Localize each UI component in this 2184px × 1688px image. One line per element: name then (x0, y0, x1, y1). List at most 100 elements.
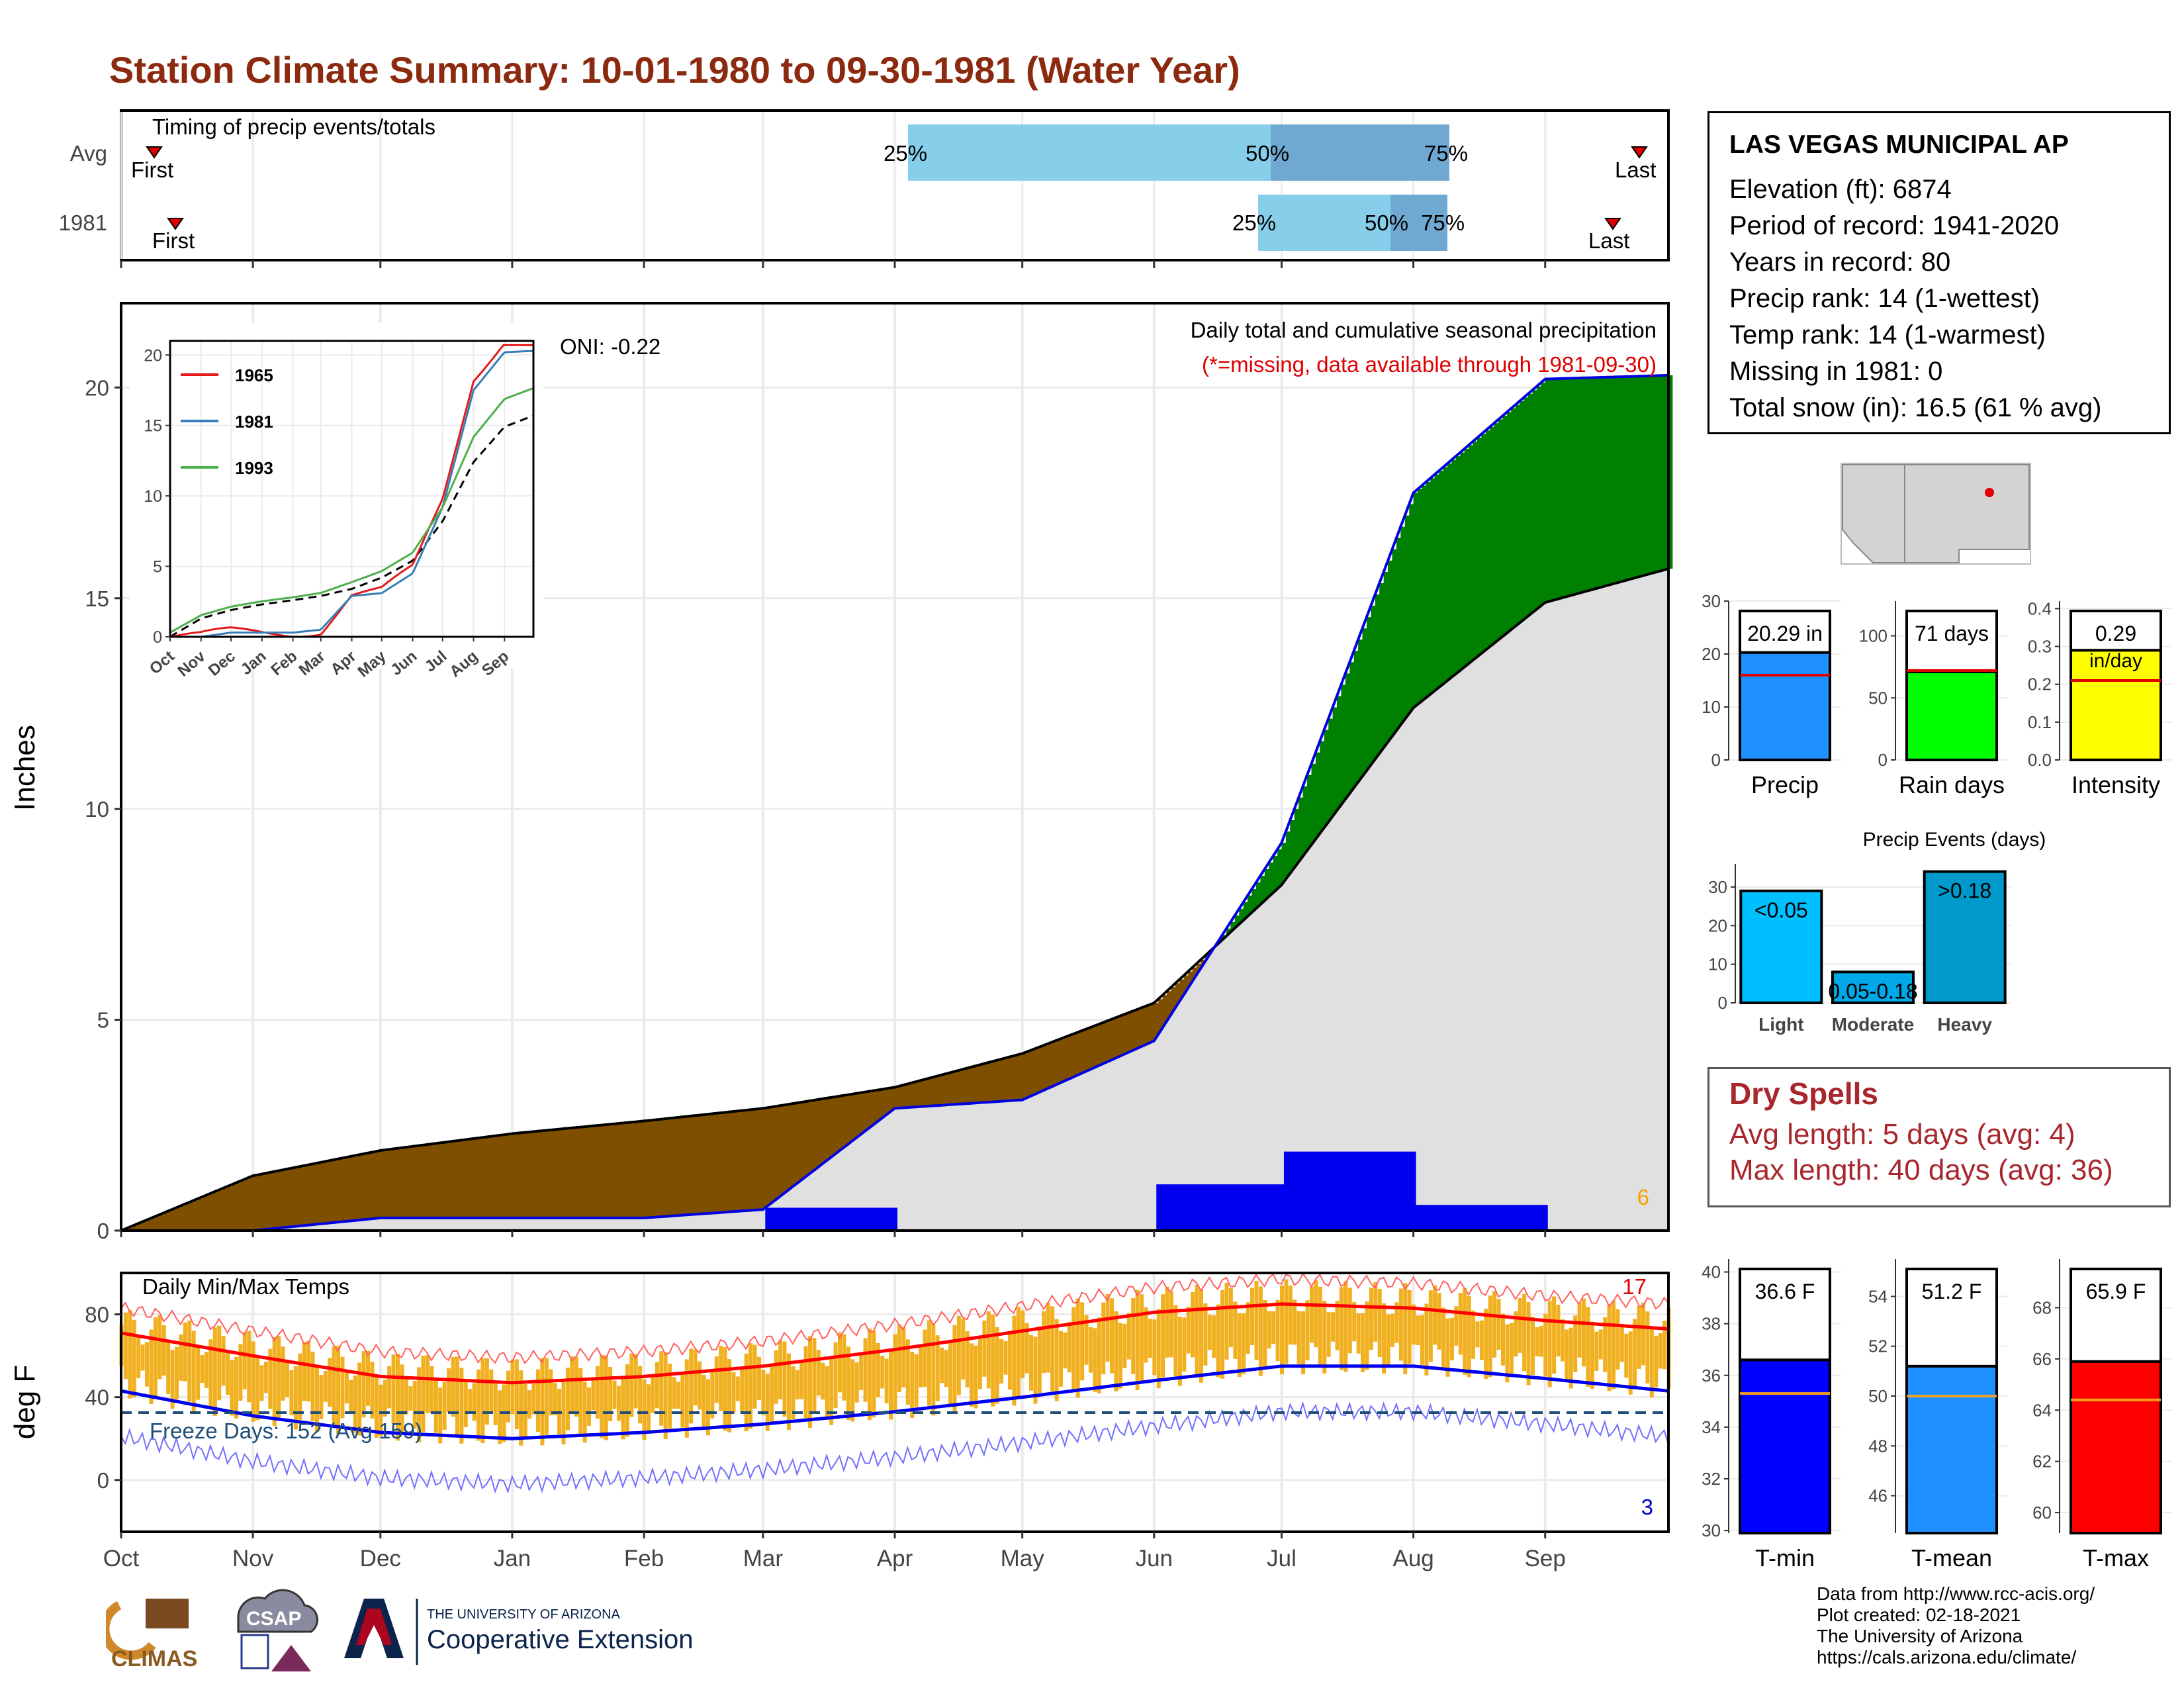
tmin-summary-ytick-label: 32 (1702, 1469, 1721, 1489)
daily-temp-bar (263, 1361, 268, 1393)
daily-precip-bar (1351, 1151, 1357, 1231)
avg-last-label: Last (1615, 158, 1656, 182)
daily-precip-bar (1416, 1205, 1421, 1231)
daily-precip-bar (778, 1207, 783, 1231)
daily-temp-bar (531, 1383, 536, 1415)
daily-temp-bar (1114, 1311, 1118, 1391)
daily-temp-bar (702, 1374, 706, 1430)
precip-summary-label: Precip (1751, 771, 1819, 798)
daily-temp-bar (1492, 1291, 1497, 1358)
daily-precip-bar (871, 1207, 876, 1231)
daily-temp-bar (1271, 1311, 1276, 1344)
avg-50-75-bar (1271, 124, 1449, 181)
daily-temp-bar (825, 1366, 829, 1419)
daily-temp-bar (1496, 1299, 1501, 1350)
daily-temp-bar (259, 1365, 264, 1401)
credit-line: Data from http://www.rcc-acis.org/ (1817, 1583, 2095, 1604)
daily-temp-bar (638, 1366, 643, 1424)
daily-temp-bar (153, 1317, 158, 1399)
daily-temp-bar (731, 1372, 736, 1414)
daily-precip-bar (1313, 1151, 1318, 1231)
daily-temp-bar (927, 1320, 931, 1406)
month-label: Oct (103, 1546, 140, 1571)
daily-temp-bar (140, 1344, 145, 1371)
dry-spells-max: Max length: 40 days (avg: 36) (1729, 1154, 2113, 1186)
daily-temp-bar (175, 1346, 179, 1399)
daily-temp-bar (1331, 1312, 1336, 1342)
daily-temp-bar (1288, 1285, 1293, 1345)
tmax-summary: 60 62 64 66 68 65.9 F T-max (2032, 1259, 2172, 1571)
daily-temp-bar (1050, 1306, 1055, 1391)
daily-temp-bar (608, 1367, 613, 1421)
daily-temp-bar (1220, 1289, 1225, 1379)
daily-precip-bar (1462, 1205, 1467, 1231)
csap-text: CSAP (246, 1608, 301, 1630)
daily-temp-bar (705, 1379, 710, 1436)
daily-temp-bar (1569, 1327, 1573, 1389)
daily-temp-bar (880, 1355, 885, 1389)
station-years: Years in record: 80 (1729, 248, 1951, 277)
daily-temp-bar (553, 1383, 557, 1415)
daily-temp-bar (306, 1340, 311, 1402)
daily-temp-bar (251, 1341, 255, 1422)
daily-precip-bar (1300, 1151, 1306, 1231)
daily-temp-bar (349, 1380, 353, 1413)
tmin-summary: 30 32 34 36 38 40 36.6 F T-min (1702, 1259, 1841, 1571)
credit-line: Plot created: 02-18-2021 (1817, 1605, 2021, 1625)
daily-temp-bar (459, 1368, 464, 1444)
events-category-label: Light (1758, 1014, 1803, 1035)
daily-temp-bar (642, 1379, 647, 1440)
events-category-label: Heavy (1937, 1014, 1992, 1035)
daily-temp-bar (910, 1352, 915, 1419)
yr-p75-label: 75% (1421, 211, 1465, 235)
timing-row-1981-label: 1981 (59, 211, 107, 235)
daily-temp-bar (1067, 1321, 1071, 1373)
daily-temp-bar (765, 1374, 770, 1431)
daily-precip-bar (803, 1207, 809, 1231)
daily-temp-bar (680, 1374, 685, 1428)
daily-temp-bar (931, 1323, 936, 1416)
daily-temp-bar (735, 1376, 740, 1401)
inset-ytick-label: 15 (144, 417, 162, 436)
intensity-summary: 0.0 0.1 0.2 0.3 0.4 0.29 in/day Intensity (2028, 598, 2172, 798)
daily-temp-bar (1118, 1323, 1122, 1389)
daily-precip-bar (1253, 1184, 1259, 1231)
daily-temp-bar (761, 1370, 766, 1415)
daily-temp-bar (1126, 1313, 1131, 1360)
daily-temp-bar (982, 1320, 987, 1377)
climas-text: CLIMAS (111, 1646, 197, 1671)
daily-precip-bar (1377, 1151, 1383, 1231)
daily-temp-bar (1228, 1288, 1233, 1347)
daily-precip-bar (1343, 1151, 1348, 1231)
daily-precip-bar (1369, 1151, 1374, 1231)
daily-temp-bar (995, 1327, 999, 1404)
daily-temp-bar (1080, 1302, 1085, 1381)
daily-temp-bar (472, 1383, 477, 1421)
daily-temp-bar (336, 1345, 341, 1434)
daily-temp-bar (314, 1366, 319, 1432)
daily-temp-bar (663, 1352, 668, 1439)
month-label: Sep (1525, 1546, 1566, 1571)
daily-temp-bar (1628, 1331, 1633, 1395)
daily-temp-bar (565, 1368, 570, 1430)
inset-line-1993 (169, 387, 534, 633)
tmax-summary-box (2070, 1268, 2162, 1363)
daily-precip-bar (1496, 1205, 1502, 1231)
precip-summary-ytick-label: 30 (1702, 591, 1721, 611)
daily-temp-bar (549, 1369, 553, 1416)
daily-temp-bar (1309, 1286, 1314, 1343)
month-label: Feb (624, 1546, 664, 1571)
daily-temp-bar (1314, 1280, 1318, 1348)
daily-temp-bar (204, 1352, 208, 1388)
daily-precip-bar (1458, 1205, 1463, 1231)
daily-temp-bar (1535, 1327, 1539, 1356)
daily-temp-bar (727, 1359, 731, 1432)
daily-temp-bar (1637, 1305, 1641, 1369)
daily-temp-bar (1343, 1281, 1348, 1372)
daily-precip-bar (1173, 1184, 1178, 1231)
tmin-summary-box (1739, 1268, 1831, 1362)
daily-temp-bar (1471, 1310, 1476, 1359)
daily-temp-bar (179, 1334, 183, 1381)
daily-precip-bar (880, 1207, 885, 1231)
daily-precip-bar (1232, 1184, 1238, 1231)
